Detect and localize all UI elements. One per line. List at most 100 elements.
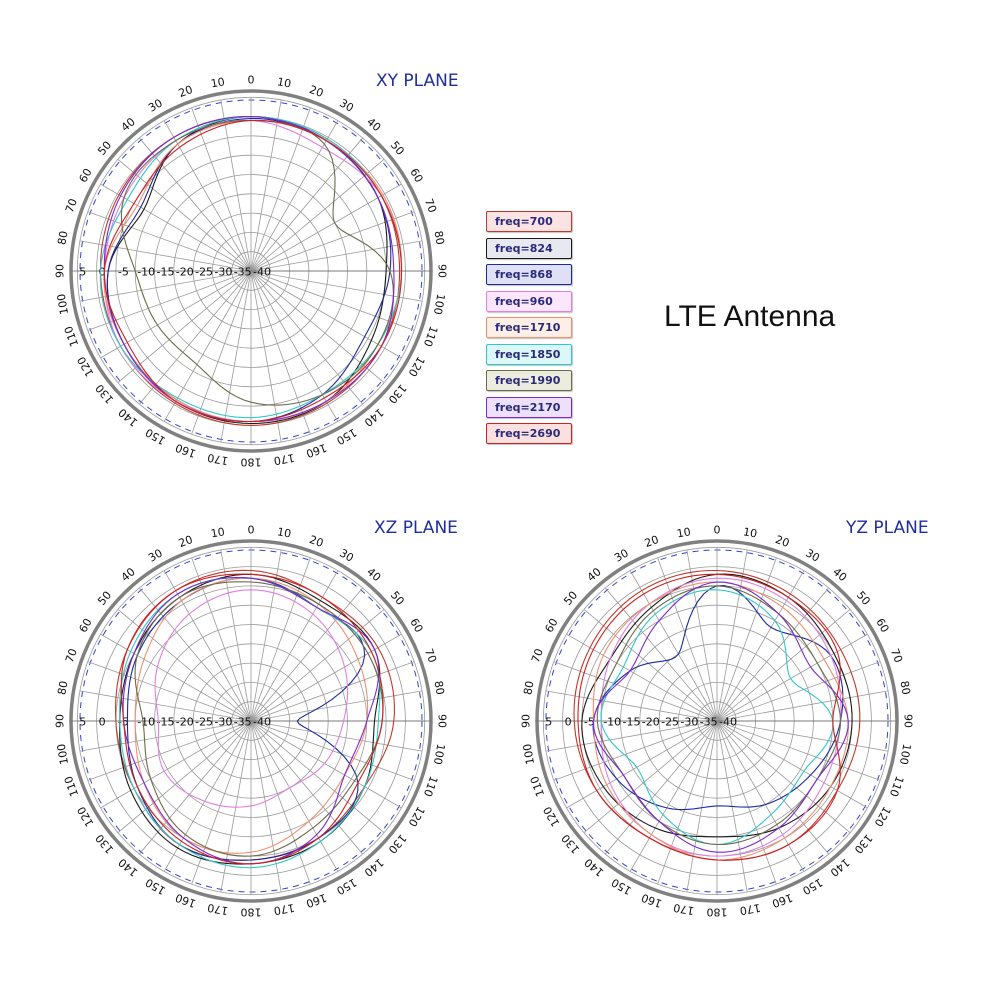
angle-tick-label: 20 [177, 533, 195, 550]
angle-tick-label: 160 [640, 891, 664, 910]
radial-tick-label: -25 [661, 716, 679, 729]
grid-spoke [716, 720, 851, 833]
grid-spoke [657, 720, 718, 885]
legend-item: freq=824 [486, 237, 572, 259]
radial-tick-label: -35 [234, 266, 252, 279]
angle-tick-label: 170 [739, 901, 762, 917]
radial-tick-label: -5 [584, 716, 595, 729]
series-line-freq-960 [600, 577, 842, 857]
grid-spoke [686, 549, 718, 722]
angle-tick-label: 110 [421, 324, 440, 348]
angle-tick-label: 90 [436, 264, 449, 278]
legend-item: freq=960 [486, 290, 572, 312]
angle-tick-label: 0 [248, 74, 255, 87]
angle-tick-label: 100 [55, 293, 71, 316]
angle-tick-label: 60 [542, 616, 560, 635]
grid-spoke [657, 557, 718, 722]
angle-tick-label: 70 [63, 647, 80, 665]
grid-spoke [716, 661, 881, 722]
grid-spoke [250, 609, 385, 722]
radial-tick-label: -10 [603, 716, 621, 729]
grid-spoke [87, 661, 252, 722]
series-line-freq-2690 [120, 573, 384, 865]
angle-tick-label: 100 [521, 743, 537, 766]
radial-tick-label: 0 [565, 716, 572, 729]
angle-tick-label: 60 [407, 166, 425, 185]
grid-spoke [87, 720, 252, 781]
radial-tick-label: -5 [118, 266, 129, 279]
grid-spoke [250, 720, 339, 872]
radial-tick-label: 5 [79, 266, 86, 279]
series-line-freq-1990 [134, 581, 384, 857]
grid-spoke [250, 720, 423, 752]
series-line-freq-1990 [120, 119, 394, 406]
angle-tick-label: 10 [742, 525, 758, 540]
angle-tick-label: 180 [707, 906, 728, 919]
angle-tick-label: 10 [210, 525, 226, 540]
grid-spoke [545, 720, 718, 752]
grid-spoke [117, 609, 252, 722]
angle-tick-label: 170 [273, 901, 296, 917]
angle-tick-label: 10 [210, 75, 226, 90]
angle-tick-label: 110 [62, 774, 81, 798]
grid-spoke [605, 720, 718, 855]
radial-tick-label: -40 [253, 266, 271, 279]
grid-spoke [79, 240, 252, 272]
radial-tick-label: 5 [79, 716, 86, 729]
radial-tick-label: -15 [157, 716, 175, 729]
angle-tick-label: 80 [55, 680, 70, 696]
series-line-freq-2690 [577, 573, 841, 861]
grid-spoke [250, 270, 339, 422]
angle-tick-label: 100 [431, 743, 447, 766]
legend: freq=700 freq=824 freq=868 freq=960 freq… [486, 211, 572, 450]
angle-tick-label: 160 [304, 441, 328, 460]
legend-item: freq=700 [486, 211, 572, 232]
radial-tick-label: 0 [99, 266, 106, 279]
angle-tick-label: 70 [529, 647, 546, 665]
angle-tick-label: 160 [174, 441, 198, 460]
radial-tick-label: -20 [176, 716, 194, 729]
angle-tick-label: 70 [63, 197, 80, 215]
angle-tick-label: 90 [54, 264, 67, 278]
plane-title: XY PLANE [376, 71, 459, 91]
grid-spoke [716, 720, 889, 752]
angle-tick-label: 60 [76, 166, 94, 185]
grid-spoke [716, 549, 748, 722]
radial-tick-label: -25 [195, 266, 213, 279]
angle-tick-label: 80 [431, 680, 446, 696]
grid-spoke [250, 720, 363, 855]
series-line-freq-960 [154, 589, 349, 808]
grid-spoke [716, 570, 805, 722]
grid-spoke [250, 633, 402, 722]
radial-tick-label: -40 [253, 716, 271, 729]
plane-title: YZ PLANE [845, 518, 929, 538]
angle-tick-label: 80 [521, 680, 536, 696]
angle-tick-label: 20 [308, 533, 326, 550]
grid-spoke [220, 270, 252, 443]
grid-spoke [163, 570, 252, 722]
radial-tick-label: -15 [623, 716, 641, 729]
grid-spoke [716, 609, 851, 722]
angle-tick-label: 110 [421, 774, 440, 798]
angle-tick-label: 90 [520, 714, 533, 728]
radial-tick-label: -35 [700, 716, 718, 729]
grid-spoke [629, 570, 718, 722]
grid-spoke [191, 107, 252, 272]
grid-spoke [250, 270, 282, 443]
radial-tick-label: 5 [545, 716, 552, 729]
angle-tick-label: 60 [407, 616, 425, 635]
grid-spoke [87, 270, 252, 331]
angle-tick-label: 60 [76, 616, 94, 635]
angle-tick-label: 20 [308, 83, 326, 100]
angle-tick-label: 160 [304, 891, 328, 910]
legend-item: freq=2690 [486, 423, 572, 444]
radial-tick-label: -10 [137, 716, 155, 729]
angle-tick-label: 30 [146, 96, 165, 114]
legend-item: freq=1710 [486, 317, 572, 338]
radial-tick-label: -40 [719, 716, 737, 729]
grid-spoke [716, 720, 868, 809]
grid-spoke [139, 137, 252, 272]
angle-tick-label: 180 [241, 456, 262, 469]
angle-tick-label: 10 [676, 525, 692, 540]
radial-tick-label: -15 [157, 266, 175, 279]
